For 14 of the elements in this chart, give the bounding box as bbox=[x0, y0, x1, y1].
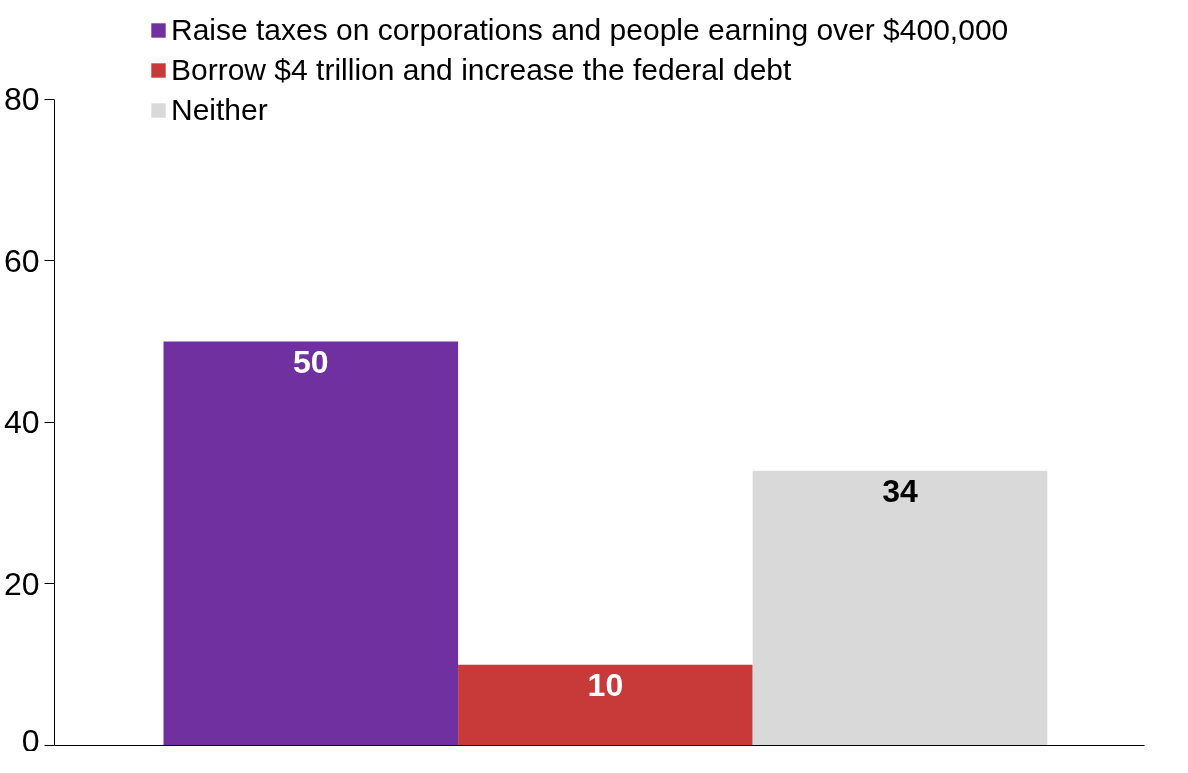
legend-label: Neither bbox=[171, 93, 268, 127]
bar bbox=[458, 664, 753, 746]
y-tick-label: 0 bbox=[21, 722, 40, 759]
y-tick-label: 20 bbox=[3, 565, 40, 602]
bar bbox=[752, 470, 1048, 746]
data-label: 34 bbox=[882, 473, 918, 510]
data-label: 10 bbox=[587, 666, 624, 703]
bar bbox=[163, 341, 459, 746]
y-tick-label: 60 bbox=[3, 242, 40, 279]
legend-label: Borrow $4 trillion and increase the federal debt bbox=[171, 53, 792, 87]
y-tick-label: 80 bbox=[3, 81, 40, 118]
legend-label: Raise taxes on corporations and people earning over $400,000 bbox=[171, 13, 1009, 47]
y-tick-label: 40 bbox=[3, 404, 40, 441]
data-label: 50 bbox=[293, 343, 329, 380]
